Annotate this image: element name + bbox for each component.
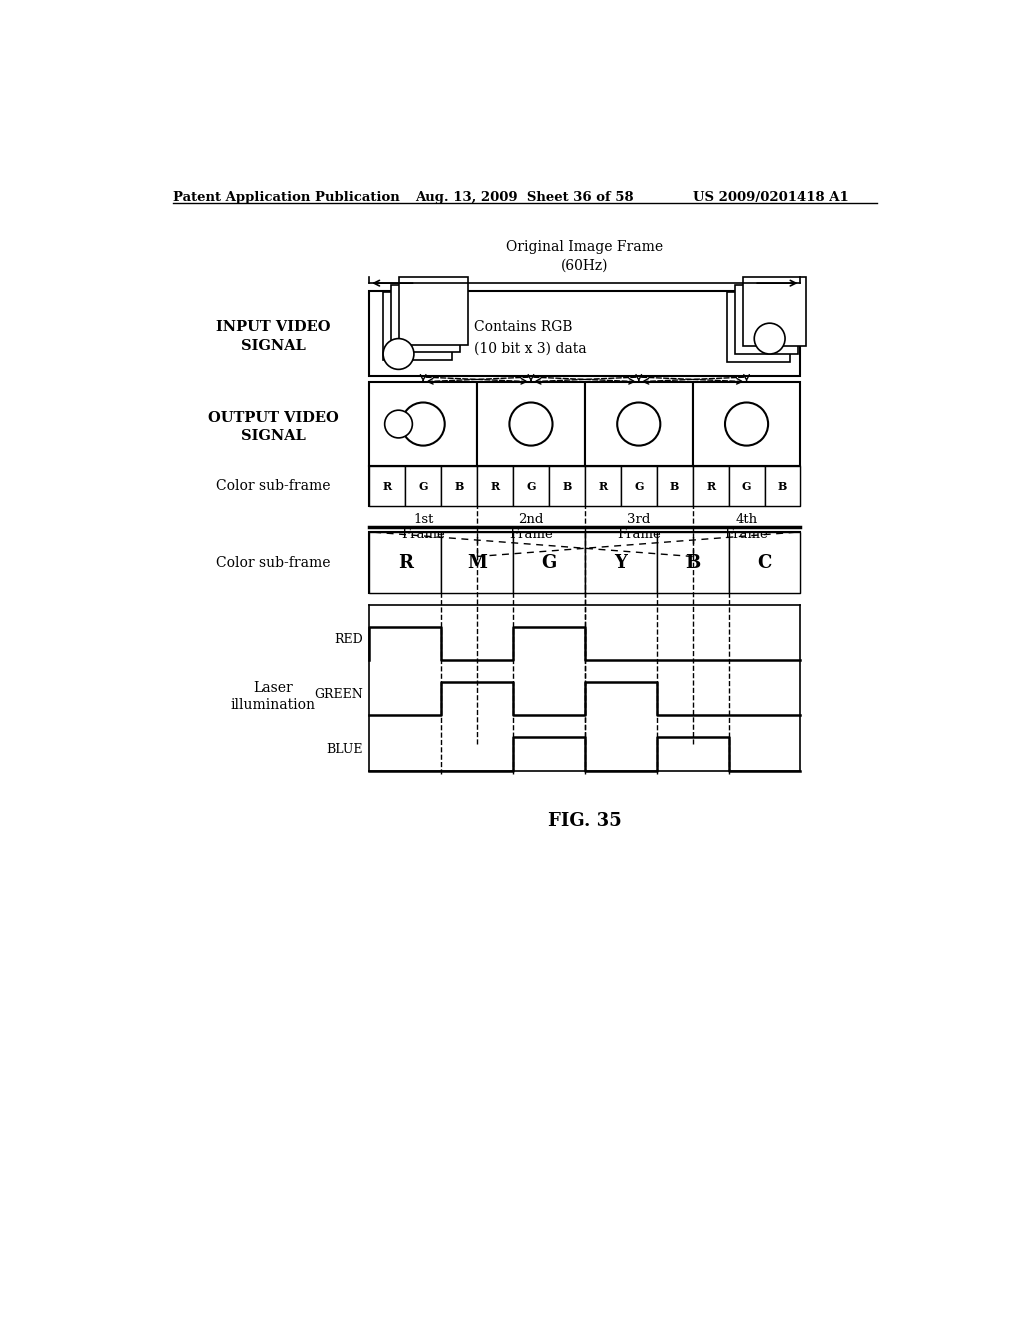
Bar — [765, 466, 801, 507]
Bar — [370, 381, 477, 466]
Circle shape — [755, 323, 785, 354]
Text: G: G — [634, 480, 643, 492]
Text: G: G — [526, 480, 536, 492]
Bar — [398, 277, 468, 345]
Text: FIG. 35: FIG. 35 — [548, 812, 622, 829]
Circle shape — [385, 411, 413, 438]
Text: RED: RED — [335, 632, 364, 645]
Bar — [727, 293, 791, 362]
Text: R: R — [598, 480, 607, 492]
Text: R: R — [397, 553, 413, 572]
Text: 2nd
Frame: 2nd Frame — [509, 512, 553, 541]
Bar — [585, 532, 656, 594]
Bar — [513, 466, 549, 507]
Text: R: R — [490, 480, 500, 492]
Text: G: G — [542, 553, 557, 572]
Circle shape — [401, 403, 444, 446]
Text: Aug. 13, 2009  Sheet 36 of 58: Aug. 13, 2009 Sheet 36 of 58 — [416, 191, 634, 203]
Text: B: B — [685, 553, 700, 572]
Circle shape — [617, 403, 660, 446]
Text: B: B — [455, 480, 464, 492]
Text: C: C — [758, 553, 772, 572]
Text: M: M — [467, 553, 487, 572]
Bar — [621, 466, 656, 507]
Bar — [729, 466, 765, 507]
Bar — [477, 466, 513, 507]
Text: 3rd
Frame: 3rd Frame — [616, 512, 660, 541]
Text: G: G — [741, 480, 752, 492]
Text: (60Hz): (60Hz) — [561, 259, 608, 272]
Text: 4th
Frame: 4th Frame — [725, 512, 768, 541]
Text: INPUT VIDEO: INPUT VIDEO — [216, 319, 331, 334]
Bar — [656, 532, 729, 594]
Bar — [370, 466, 801, 507]
Text: B: B — [562, 480, 571, 492]
Text: GREEN: GREEN — [314, 688, 364, 701]
Bar — [742, 277, 806, 346]
Text: R: R — [383, 480, 392, 492]
Text: OUTPUT VIDEO: OUTPUT VIDEO — [208, 411, 338, 425]
Text: Y: Y — [614, 553, 628, 572]
Bar — [729, 532, 801, 594]
Circle shape — [725, 403, 768, 446]
Text: (10 bit x 3) data: (10 bit x 3) data — [474, 342, 587, 355]
Bar — [370, 532, 801, 594]
Bar — [585, 466, 621, 507]
Text: G: G — [419, 480, 428, 492]
Bar — [370, 532, 441, 594]
Text: B: B — [670, 480, 679, 492]
Bar — [370, 290, 801, 376]
Bar — [441, 532, 513, 594]
Text: SIGNAL: SIGNAL — [241, 338, 305, 352]
Text: Contains RGB: Contains RGB — [474, 319, 572, 334]
Text: Color sub-frame: Color sub-frame — [216, 479, 331, 494]
Text: Laser: Laser — [253, 681, 293, 694]
Bar — [391, 285, 460, 352]
Bar — [513, 532, 585, 594]
Text: 1st
Frame: 1st Frame — [401, 512, 445, 541]
Circle shape — [509, 403, 553, 446]
Bar — [477, 381, 585, 466]
Text: Original Image Frame: Original Image Frame — [506, 240, 664, 253]
Text: SIGNAL: SIGNAL — [241, 429, 305, 444]
Bar — [692, 381, 801, 466]
Circle shape — [383, 339, 414, 370]
Bar — [692, 466, 729, 507]
Text: illumination: illumination — [230, 698, 315, 711]
Text: Patent Application Publication: Patent Application Publication — [173, 191, 399, 203]
Bar — [585, 381, 692, 466]
Text: Color sub-frame: Color sub-frame — [216, 556, 331, 570]
Bar — [406, 466, 441, 507]
Text: R: R — [707, 480, 715, 492]
Text: US 2009/0201418 A1: US 2009/0201418 A1 — [692, 191, 849, 203]
Bar — [383, 293, 453, 360]
Bar — [549, 466, 585, 507]
Bar — [370, 466, 406, 507]
Text: BLUE: BLUE — [327, 743, 364, 756]
Text: B: B — [778, 480, 787, 492]
Bar — [441, 466, 477, 507]
Bar — [735, 285, 798, 354]
Bar — [656, 466, 692, 507]
